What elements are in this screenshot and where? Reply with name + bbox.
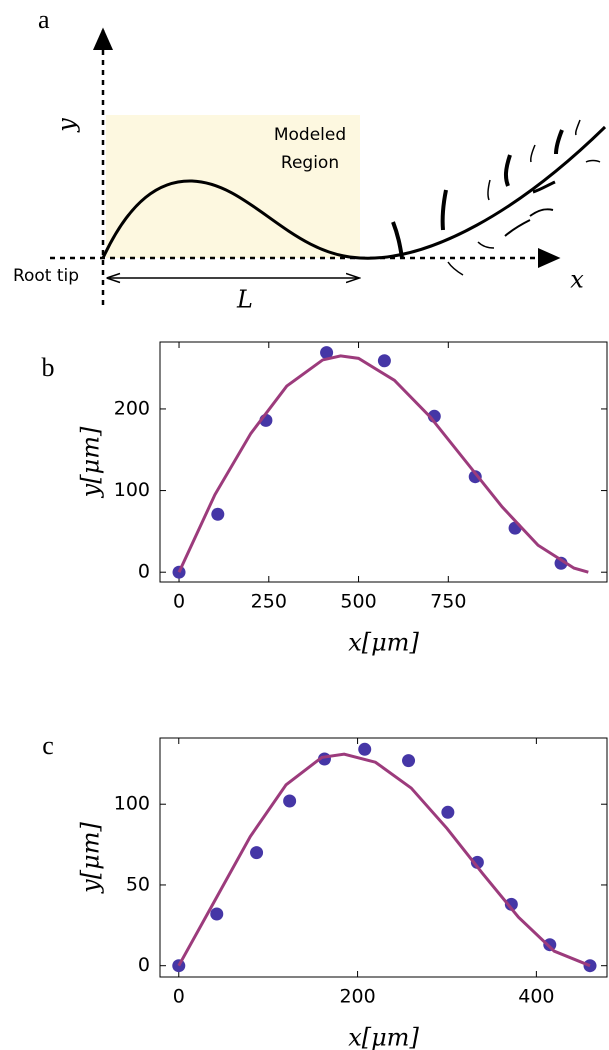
plot-frame [159,737,608,978]
x-axis-label: x[μm] [348,1024,419,1050]
y-label: y [53,118,81,133]
x-axis-label: x[μm] [348,629,419,657]
data-point [250,846,264,860]
fit-line [177,354,589,574]
y-tick-label: 0 [138,561,150,583]
plot-frame [159,341,608,583]
region-label: Modeled [274,125,346,145]
x-tick-label: 400 [518,986,554,1008]
panel-label: c [42,731,54,760]
y-tick-label: 100 [114,479,150,501]
root-hairs [391,119,601,276]
y-axis-label: y[μm] [77,426,105,498]
y-tick-label: 50 [126,873,150,895]
data-point [554,556,568,570]
chart: 0 200 400 0 50 100 x[μm] y[μm] c [42,731,608,1050]
modeled-region [106,115,360,258]
y-tick-label: 200 [114,397,150,419]
data-point [377,354,391,368]
data-point [441,805,455,819]
data-point [320,346,334,360]
fit-line [177,752,591,968]
origin-label: Root tip [13,266,79,286]
data-point [211,507,225,521]
x-label: x [570,266,584,294]
x-tick-label: 500 [340,591,376,613]
data-point [470,855,484,869]
y-tick-label: 100 [114,793,150,815]
panel-label: a [38,5,50,34]
length-label: L [236,286,253,314]
region-label: Region [281,153,339,173]
data-point [210,907,224,921]
data-point [504,897,518,911]
y-axis-label: y[μm] [77,822,105,894]
x-tick-label: 0 [173,986,185,1008]
x-tick-label: 250 [251,591,287,613]
data-point [468,470,482,484]
y-tick-label: 0 [138,954,150,976]
x-tick-label: 200 [339,986,375,1008]
panel-a: a y Modeled Region Root tip L x [13,5,607,314]
panel-label: b [42,353,55,382]
data-point [402,754,416,768]
x-tick-label: 750 [430,591,466,613]
data-point [283,794,297,808]
data-point [358,742,372,756]
root-curve [101,125,607,260]
chart: 0 250 500 750 0 100 200 x[μm] y[μm] b [42,341,608,657]
x-tick-label: 0 [173,591,185,613]
